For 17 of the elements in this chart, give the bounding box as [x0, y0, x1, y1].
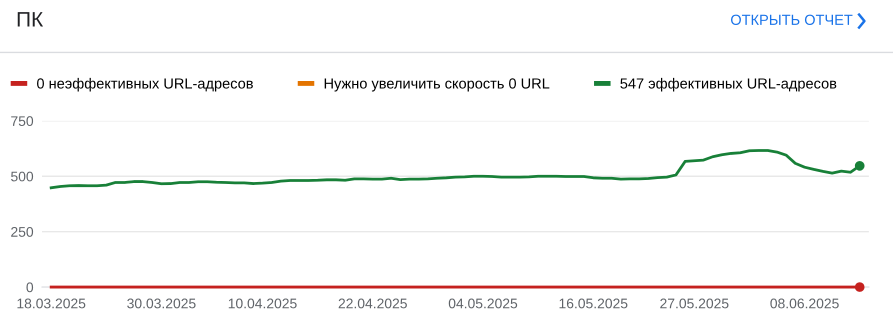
chart-title: ПК — [18, 12, 44, 26]
x-tick-label: 27.05.2025 — [660, 298, 728, 308]
y-tick-label: 750 — [11, 116, 34, 126]
y-tick-label: 250 — [11, 226, 34, 237]
text: ОТКРЫТЬ ОТЧЕТ — [730, 14, 852, 25]
x-tick-label: 04.05.2025 — [448, 298, 518, 308]
x-tick-label: 22.04.2025 — [338, 298, 407, 308]
x-tick-label: 10.04.2025 — [228, 298, 297, 308]
x-tick-label: 18.03.2025 — [17, 298, 86, 308]
legend-label: Нужно увеличить скорость 0 URL — [324, 78, 550, 92]
x-tick-label: 16.05.2025 — [560, 298, 628, 308]
y-tick-label: 500 — [11, 172, 34, 182]
legend-label: 0 неэффективных URL-адресов — [37, 78, 253, 92]
legend-label: 547 эффективных URL-адресов — [620, 78, 836, 92]
x-tick-label: 08.06.2025 — [770, 298, 839, 308]
x-tick-label: 30.03.2025 — [127, 298, 196, 308]
y-tick-label: 0 — [26, 282, 34, 292]
